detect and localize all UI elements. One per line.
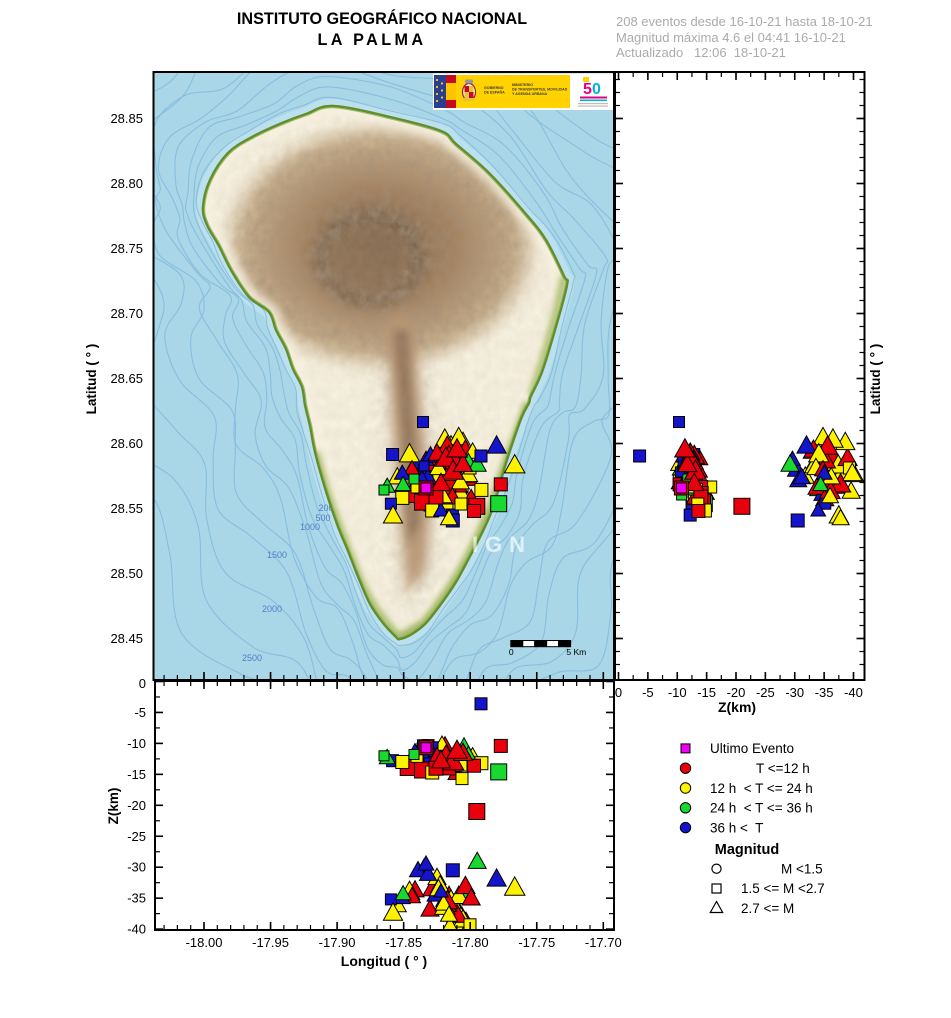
svg-text:-10: -10 bbox=[668, 685, 687, 700]
svg-text:-17.85: -17.85 bbox=[385, 935, 422, 950]
svg-text:Y AGENDA URBANA: Y AGENDA URBANA bbox=[512, 92, 548, 96]
svg-text:28.70: 28.70 bbox=[110, 306, 143, 321]
svg-text:-20: -20 bbox=[727, 685, 746, 700]
svg-text:Latitud ( ° ): Latitud ( ° ) bbox=[868, 344, 883, 415]
svg-text:28.45: 28.45 bbox=[110, 631, 143, 646]
svg-text:-5: -5 bbox=[642, 685, 654, 700]
svg-text:Magnitud: Magnitud bbox=[715, 842, 779, 858]
svg-text:28.50: 28.50 bbox=[110, 566, 143, 581]
svg-text:INSTITUTO GEOGRÁFICO NACIONAL: INSTITUTO GEOGRÁFICO NACIONAL bbox=[237, 9, 527, 28]
svg-text:12 h < T <= 24 h: 12 h < T <= 24 h bbox=[710, 781, 813, 796]
svg-text:-30: -30 bbox=[785, 685, 804, 700]
svg-text:5: 5 bbox=[583, 81, 592, 98]
svg-text:-35: -35 bbox=[127, 891, 146, 906]
svg-text:28.60: 28.60 bbox=[110, 436, 143, 451]
svg-text:2.7 <= M: 2.7 <= M bbox=[741, 901, 794, 916]
svg-text:LA PALMA: LA PALMA bbox=[317, 31, 426, 49]
svg-text:-40: -40 bbox=[127, 922, 146, 937]
svg-text:Actualizado 12:06 18-10-21: Actualizado 12:06 18-10-21 bbox=[616, 45, 786, 60]
svg-text:Longitud ( ° ): Longitud ( ° ) bbox=[341, 953, 427, 969]
svg-text:-15: -15 bbox=[127, 767, 146, 782]
svg-text:-17.90: -17.90 bbox=[319, 935, 356, 950]
svg-text:M <1.5: M <1.5 bbox=[781, 862, 823, 877]
svg-text:-10: -10 bbox=[127, 736, 146, 751]
svg-text:-25: -25 bbox=[756, 685, 775, 700]
svg-text:-5: -5 bbox=[134, 705, 146, 720]
svg-text:0: 0 bbox=[139, 676, 146, 691]
svg-text:-15: -15 bbox=[697, 685, 716, 700]
svg-text:-40: -40 bbox=[844, 685, 863, 700]
svg-text:208 eventos desde 16-10-21 has: 208 eventos desde 16-10-21 hasta 18-10-2… bbox=[616, 14, 873, 29]
svg-text:1.5 <= M <2.7: 1.5 <= M <2.7 bbox=[741, 881, 825, 896]
svg-text:5 Km: 5 Km bbox=[566, 647, 586, 657]
svg-text:200: 200 bbox=[318, 503, 333, 513]
svg-text:-17.80: -17.80 bbox=[452, 935, 489, 950]
svg-text:-17.70: -17.70 bbox=[585, 935, 622, 950]
svg-text:24 h < T <= 36 h: 24 h < T <= 36 h bbox=[710, 801, 813, 816]
svg-text:Z(km): Z(km) bbox=[106, 788, 121, 825]
svg-text:-17.95: -17.95 bbox=[252, 935, 289, 950]
svg-text:DE ESPAÑA: DE ESPAÑA bbox=[484, 90, 505, 95]
svg-text:-25: -25 bbox=[127, 829, 146, 844]
svg-text:36 h < T: 36 h < T bbox=[710, 820, 763, 835]
svg-text:-20: -20 bbox=[127, 798, 146, 813]
svg-text:Ultimo Evento: Ultimo Evento bbox=[710, 741, 794, 756]
svg-text:28.80: 28.80 bbox=[110, 176, 143, 191]
svg-text:-30: -30 bbox=[127, 860, 146, 875]
svg-text:0: 0 bbox=[615, 685, 622, 700]
svg-text:28.55: 28.55 bbox=[110, 501, 143, 516]
svg-text:Magnitud máxima 4.6 el 04:41 1: Magnitud máxima 4.6 el 04:41 16-10-21 bbox=[616, 30, 846, 45]
svg-text:0: 0 bbox=[509, 647, 514, 657]
svg-text:T <=12 h: T <=12 h bbox=[756, 761, 810, 776]
svg-text:500: 500 bbox=[315, 513, 330, 523]
svg-text:2000: 2000 bbox=[262, 604, 282, 614]
svg-text:GOBIERNO: GOBIERNO bbox=[484, 86, 504, 90]
svg-text:Latitud ( ° ): Latitud ( ° ) bbox=[84, 344, 99, 415]
svg-text:MINISTERIO: MINISTERIO bbox=[512, 83, 533, 87]
svg-text:1000: 1000 bbox=[300, 522, 320, 532]
svg-text:1500: 1500 bbox=[267, 550, 287, 560]
svg-text:2500: 2500 bbox=[242, 653, 262, 663]
svg-text:-18.00: -18.00 bbox=[186, 935, 223, 950]
svg-text:28.65: 28.65 bbox=[110, 371, 143, 386]
svg-text:IGN: IGN bbox=[472, 532, 532, 557]
svg-text:28.75: 28.75 bbox=[110, 241, 143, 256]
svg-text:28.85: 28.85 bbox=[110, 111, 143, 126]
svg-text:-35: -35 bbox=[815, 685, 834, 700]
svg-text:0: 0 bbox=[592, 81, 601, 98]
svg-text:DE TRANSPORTES, MOVILIDAD: DE TRANSPORTES, MOVILIDAD bbox=[512, 88, 568, 92]
svg-text:Z(km): Z(km) bbox=[718, 699, 756, 715]
svg-text:-17.75: -17.75 bbox=[518, 935, 555, 950]
